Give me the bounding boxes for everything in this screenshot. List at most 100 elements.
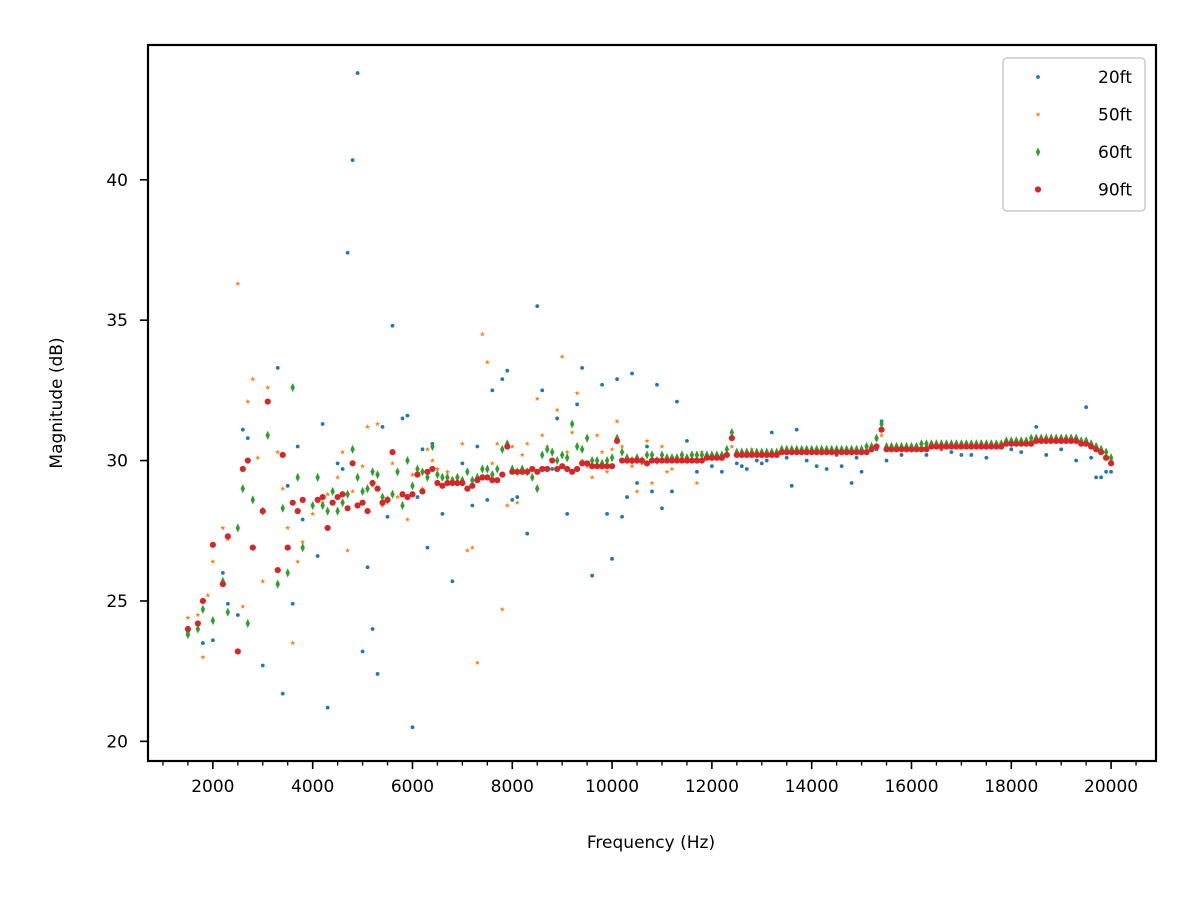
data-point-60ft (415, 464, 420, 474)
data-point-50ft (514, 499, 520, 505)
data-point-60ft (390, 489, 395, 499)
data-point-90ft (758, 451, 765, 459)
data-point-20ft (580, 366, 585, 370)
data-point-90ft (708, 454, 715, 461)
data-point-90ft (943, 443, 950, 450)
data-point-20ft (854, 455, 859, 460)
data-point-50ft (644, 438, 650, 444)
data-point-50ft (389, 460, 396, 466)
data-point-60ft (265, 430, 270, 440)
data-point-60ft (465, 467, 470, 477)
data-point-50ft (335, 474, 341, 480)
data-point-50ft (424, 446, 431, 452)
data-point-20ft (440, 512, 445, 516)
data-point-90ft (554, 465, 561, 473)
data-point-90ft (329, 499, 336, 506)
data-point-60ft (245, 618, 251, 629)
data-point-50ft (285, 525, 291, 531)
x-tick-label: 12000 (685, 777, 739, 797)
data-point-90ft (818, 449, 825, 456)
x-tick-label: 8000 (491, 777, 534, 797)
data-point-90ft (613, 437, 621, 445)
data-point-90ft (404, 493, 411, 501)
data-point-90ft (603, 463, 611, 470)
data-point-60ft (300, 543, 305, 553)
data-point-60ft (919, 439, 924, 449)
data-point-50ft (534, 396, 540, 401)
data-point-20ft (360, 649, 365, 654)
data-point-50ft (659, 443, 665, 449)
data-point-90ft (319, 493, 326, 501)
data-point-60ft (564, 453, 570, 463)
data-point-20ft (365, 565, 370, 570)
data-point-50ft (574, 390, 580, 396)
data-point-20ft (769, 430, 774, 435)
data-point-90ft (743, 451, 750, 459)
data-point-20ft (685, 439, 689, 443)
y-tick-label: 20 (106, 732, 128, 752)
data-point-90ft (618, 457, 626, 464)
data-point-50ft (614, 418, 620, 424)
data-point-90ft (918, 446, 925, 453)
data-point-20ft (884, 458, 889, 463)
data-point-90ft (733, 451, 740, 459)
data-point-90ft (474, 477, 481, 484)
data-point-50ft (275, 449, 281, 455)
x-tick-label: 4000 (291, 777, 334, 797)
data-point-60ft (485, 464, 490, 474)
data-point-90ft (439, 482, 446, 489)
data-point-90ft (464, 485, 471, 492)
data-point-50ft (310, 511, 316, 517)
data-point-60ft (1103, 447, 1109, 457)
data-point-20ft (615, 377, 619, 382)
data-point-90ft (1048, 437, 1055, 445)
data-point-60ft (535, 484, 540, 494)
data-point-20ft (764, 458, 769, 463)
y-axis-label: Magnitude (dB) (47, 337, 67, 468)
data-point-90ft (1058, 437, 1065, 445)
data-point-50ft (649, 480, 655, 486)
data-point-90ft (643, 460, 651, 467)
data-point-60ft (335, 506, 340, 516)
data-point-20ft (260, 663, 265, 668)
data-point-60ft (420, 467, 425, 477)
data-point-60ft (554, 455, 560, 466)
data-point-90ft (628, 457, 636, 464)
data-point-90ft (569, 468, 576, 475)
data-point-90ft (574, 465, 581, 473)
data-point-60ft (445, 472, 450, 483)
data-point-60ft (694, 450, 700, 460)
data-point-90ft (449, 479, 456, 487)
data-point-90ft (858, 449, 865, 456)
data-point-60ft (355, 472, 360, 483)
data-point-90ft (459, 479, 466, 487)
data-point-90ft (384, 496, 391, 503)
data-point-20ft (695, 469, 699, 474)
data-point-90ft (564, 465, 571, 473)
data-point-90ft (409, 491, 416, 498)
data-point-60ft (649, 450, 655, 460)
data-point-50ft (360, 463, 366, 469)
data-point-90ft (688, 457, 696, 464)
data-point-20ft (550, 467, 555, 471)
data-point-20ft (899, 453, 904, 457)
data-point-20ft (600, 382, 604, 387)
data-point-90ft (913, 446, 920, 453)
data-point-20ft (275, 366, 280, 370)
data-point-20ft (325, 705, 330, 710)
y-tick-label: 35 (106, 311, 128, 331)
data-point-90ft (389, 449, 396, 456)
data-point-90ft (993, 443, 1000, 450)
data-point-60ft (659, 450, 665, 460)
data-point-20ft (385, 514, 390, 519)
data-point-20ft (1074, 458, 1079, 463)
data-point-90ft (863, 449, 870, 456)
data-point-90ft (1003, 440, 1010, 447)
data-point-90ft (239, 465, 246, 473)
legend-label: 50ft (1098, 106, 1132, 126)
data-point-20ft (315, 554, 320, 558)
data-point-90ft (773, 451, 780, 459)
data-point-90ft (324, 524, 331, 532)
data-point-60ft (430, 441, 435, 452)
legend-marker-20ft (1036, 75, 1040, 79)
